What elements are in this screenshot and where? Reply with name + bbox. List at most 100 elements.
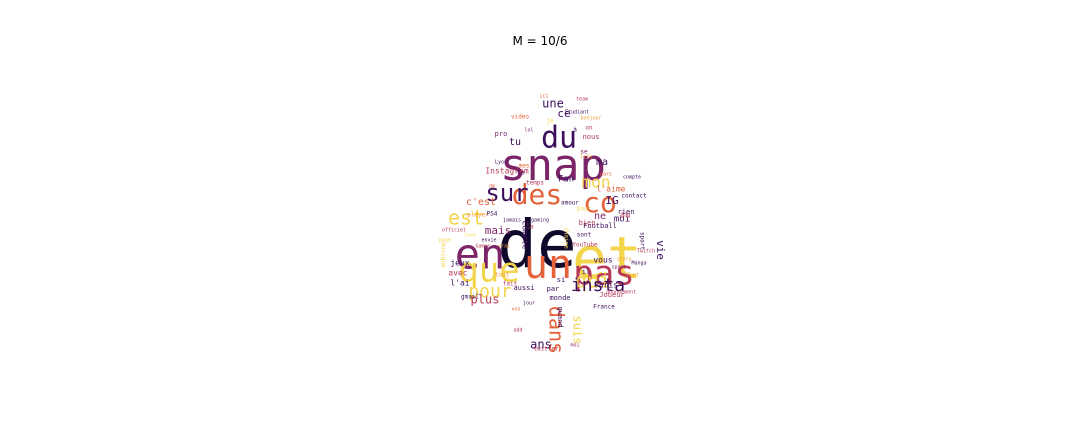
cloud-word: dm [489, 184, 495, 190]
cloud-word: si [557, 276, 565, 284]
cloud-word: officiel [442, 228, 466, 234]
cloud-word: sport [639, 232, 646, 250]
cloud-word: musique [440, 242, 447, 268]
cloud-word: PS4 [487, 211, 498, 218]
cloud-word: player [467, 212, 489, 219]
cloud-word: team [576, 97, 588, 103]
cloud-word: tu [509, 137, 521, 148]
cloud-word: Gamer [475, 244, 490, 250]
cloud-word: aussi [513, 284, 534, 292]
cloud-word: life [580, 155, 592, 161]
cloud-word: se [580, 149, 588, 156]
cloud-word: ma [596, 157, 608, 168]
cloud-word: add [513, 328, 522, 334]
cloud-word: mais [485, 224, 512, 237]
cloud-word: co [583, 186, 617, 219]
cloud-word: au [620, 211, 631, 221]
cloud-word: temps [526, 180, 544, 187]
cloud-word: gaming [531, 218, 549, 224]
cloud-word: sport [611, 265, 626, 271]
cloud-word: qui [575, 269, 611, 293]
cloud-word: YouTube [572, 242, 598, 249]
cloud-word: un [524, 242, 572, 288]
cloud-word: snap [500, 140, 606, 191]
cloud-word: vos [511, 307, 520, 313]
cloud-word: des [512, 178, 563, 211]
cloud-word: Lyon [495, 160, 507, 166]
cloud-word: de [497, 206, 576, 283]
cloud-word: pour [468, 281, 512, 302]
cloud-word: pour [577, 206, 592, 213]
cloud-word: Manga [631, 261, 646, 267]
cloud-word: avec [448, 269, 467, 278]
cloud-word: page [439, 238, 451, 244]
cloud-word: on [585, 125, 593, 132]
cloud-word: envie [481, 238, 496, 244]
cloud-word: mes [519, 163, 530, 170]
cloud-word: insta [571, 275, 625, 296]
cloud-word: fait [503, 281, 518, 288]
cloud-word: c'est [466, 197, 496, 208]
cloud-word: je [546, 118, 554, 125]
cloud-word: en [455, 230, 506, 279]
cloud-word: une [542, 97, 564, 111]
cloud-word: story [616, 257, 631, 263]
cloud-word: amour [561, 200, 579, 207]
cloud-word: suis [571, 316, 585, 345]
cloud-word: compte [623, 175, 641, 181]
cloud-word: du [541, 121, 577, 156]
cloud-word: twitter [533, 346, 559, 353]
cloud-word: est [448, 206, 484, 230]
cloud-word: love [464, 233, 476, 239]
cloud-word: monde [549, 294, 570, 302]
cloud-word: gmail [461, 294, 479, 301]
cloud-word: dans [545, 306, 569, 354]
cloud-word: l'aime [597, 185, 626, 194]
cloud-word: vrai [498, 244, 510, 250]
cloud-word: pas [573, 254, 634, 294]
cloud-word: video [511, 114, 529, 121]
cloud-word: moi [570, 343, 579, 349]
cloud-word: il [582, 268, 590, 276]
cloud-word: mon [582, 173, 611, 192]
cloud-word: ans [530, 338, 552, 352]
cloud-word: Twitch [637, 249, 655, 255]
cloud-word: par [547, 285, 560, 293]
cloud-word: Foot [627, 273, 639, 279]
cloud-word: sont [577, 232, 592, 239]
cloud-word: France [593, 304, 615, 311]
cloud-word: vous [593, 256, 612, 265]
cloud-word: sur [485, 179, 528, 207]
cloud-word: bien [579, 219, 596, 227]
cloud-word: moi [614, 215, 630, 225]
cloud-word: tout [495, 272, 510, 279]
cloud-word: plus [471, 293, 500, 307]
cloud-word: à [573, 127, 577, 134]
cloud-word: jamais [503, 218, 521, 224]
cloud-word: gars [600, 172, 612, 178]
cloud-word: Football [583, 222, 617, 230]
cloud-word: que [458, 251, 519, 291]
cloud-word: quand [556, 306, 564, 327]
cloud-word: Compte [521, 221, 530, 250]
cloud-word: jeux [450, 259, 469, 268]
cloud-word: chaine [563, 227, 570, 249]
cloud-word: ne [594, 211, 606, 222]
cloud-word: ici [539, 94, 548, 100]
cloud-word: nous [583, 133, 600, 141]
cloud-word: Fan [558, 175, 574, 185]
cloud-word: bonjour [580, 116, 601, 122]
cloud-word: Paris [594, 281, 618, 290]
cloud-word: IG [605, 194, 618, 207]
figure-title: M = 10/6 [512, 34, 568, 48]
cloud-word: Joueur [599, 291, 624, 299]
cloud-word: ce [557, 107, 570, 120]
cloud-word: Etudiant [565, 110, 589, 116]
cloud-word: Instagram [485, 167, 529, 176]
cloud-word: abonnement [606, 290, 636, 296]
cloud-word: jour [523, 301, 535, 307]
cloud-word: l'ai [450, 279, 469, 288]
cloud-word: pro [495, 130, 508, 138]
cloud-word: et [572, 224, 642, 292]
